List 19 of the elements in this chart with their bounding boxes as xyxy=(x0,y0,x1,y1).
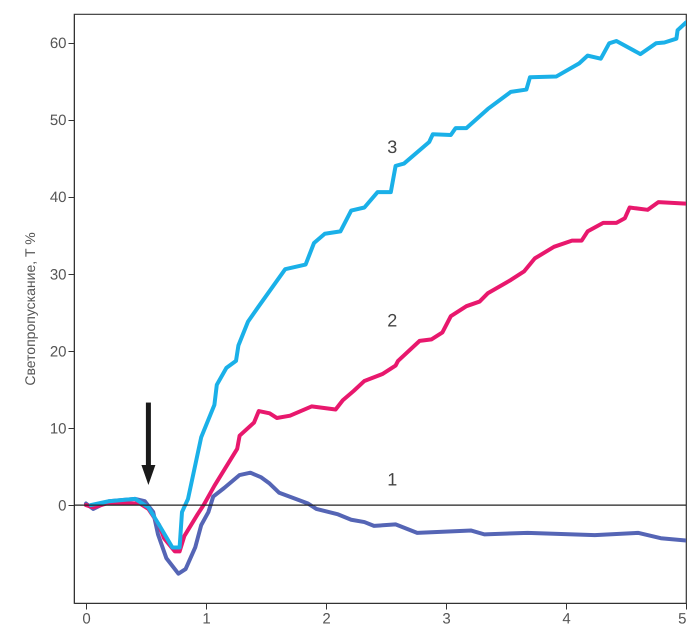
y-tick-label: 20 xyxy=(50,343,66,360)
y-tick-label: 60 xyxy=(50,35,66,52)
x-tick-label: 3 xyxy=(442,610,451,628)
x-tick-label: 1 xyxy=(202,610,211,628)
y-tick-label: 40 xyxy=(50,189,66,206)
series-label: 3 xyxy=(387,137,398,158)
y-tick-label: 10 xyxy=(50,420,66,438)
x-tick-label: 4 xyxy=(562,610,571,628)
series-label: 2 xyxy=(387,310,398,331)
x-tick-label: 5 xyxy=(678,610,686,628)
line-series xyxy=(84,200,686,554)
y-axis-title: Светопропускание, T % xyxy=(22,232,38,386)
line-series xyxy=(88,20,686,550)
series-label: 1 xyxy=(387,469,398,490)
x-tick-label: 2 xyxy=(322,610,331,628)
y-tick-label: 50 xyxy=(50,112,66,130)
x-tick-label: 0 xyxy=(82,610,91,628)
y-tick-label: 30 xyxy=(50,266,66,284)
y-tick-label: 0 xyxy=(58,498,66,515)
